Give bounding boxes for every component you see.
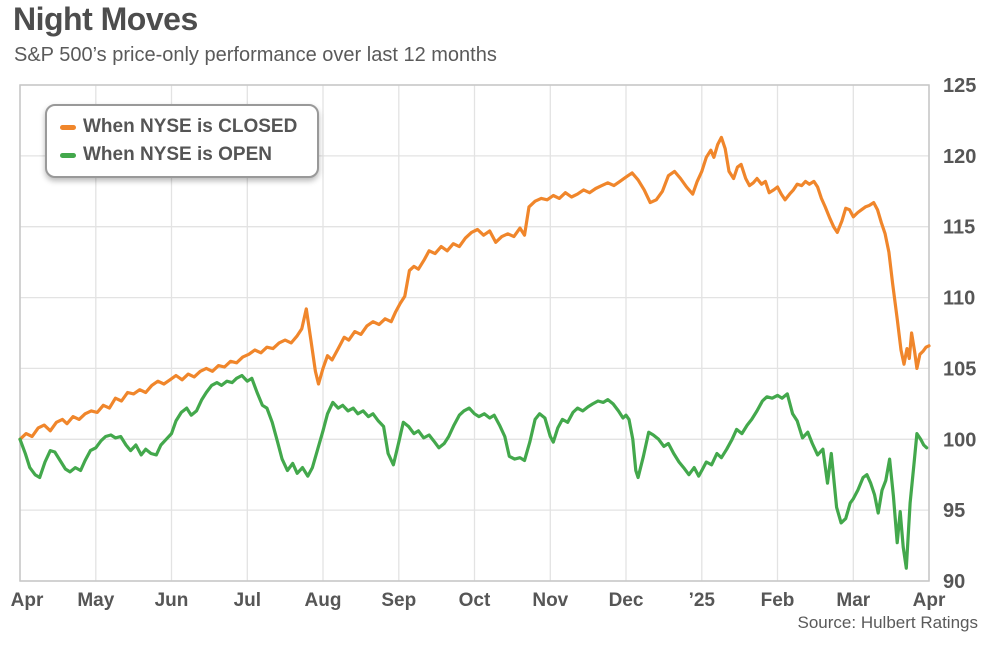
y-tick-label: 105 [943,358,976,380]
y-tick-label: 115 [943,217,975,239]
x-tick-label: Mar [836,590,870,611]
x-tick-label: Jul [234,590,261,611]
closed-series-swatch [60,124,76,130]
y-tick-label: 95 [943,500,965,522]
y-tick-label: 100 [943,429,976,451]
legend: When NYSE is CLOSED When NYSE is OPEN [45,104,320,178]
chart-subtitle: S&P 500’s price-only performance over la… [14,44,497,66]
legend-item-closed: When NYSE is CLOSED [60,116,297,138]
x-tick-label: Oct [459,590,491,611]
x-tick-label: Aug [305,590,342,611]
x-tick-label: ’25 [689,590,716,611]
open-series-swatch [60,152,76,158]
legend-label-open: When NYSE is OPEN [83,144,272,165]
x-tick-label: Nov [532,590,568,611]
x-tick-label: Feb [761,590,795,611]
y-tick-label: 110 [943,288,975,310]
source-note: Source: Hulbert Ratings [797,613,978,632]
y-tick-label: 90 [943,571,965,593]
x-tick-label: Jun [155,590,189,611]
x-tick-label: Apr [11,590,44,611]
plot-border [19,84,930,582]
legend-label-closed: When NYSE is CLOSED [83,116,298,137]
y-tick-label: 125 [943,75,976,97]
y-tick-label: 120 [943,146,976,168]
legend-item-open: When NYSE is OPEN [60,144,297,166]
x-tick-label: Dec [609,590,644,611]
x-tick-label: Apr [913,590,946,611]
x-tick-label: May [77,590,114,611]
series-line-open [18,373,929,570]
chart-title: Night Moves [13,1,198,37]
series-line-closed [18,135,931,441]
x-tick-label: Sep [381,590,416,611]
